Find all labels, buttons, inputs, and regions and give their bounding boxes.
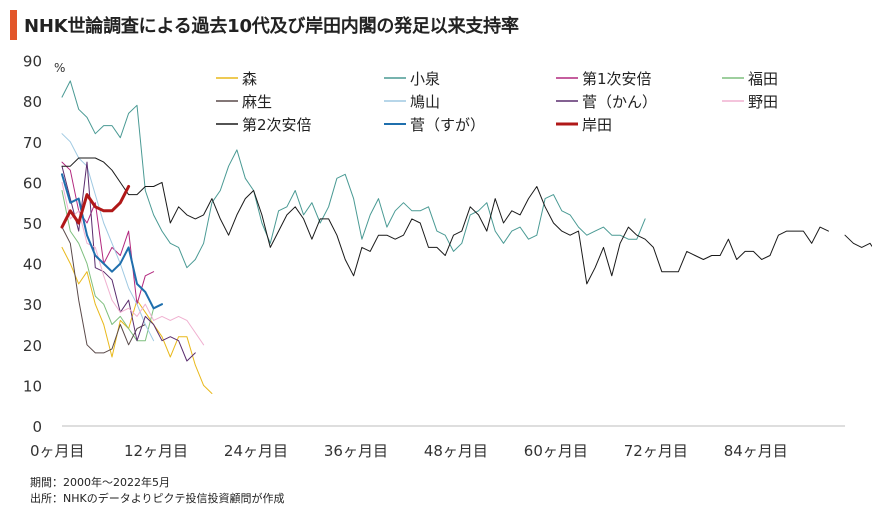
y-axis-unit-label: % bbox=[54, 61, 65, 75]
y-tick-label: 80 bbox=[23, 93, 42, 111]
y-tick-label: 50 bbox=[23, 215, 42, 233]
series-line bbox=[61, 80, 646, 269]
series-line bbox=[61, 246, 213, 394]
x-tick-label: 72ヶ月目 bbox=[624, 442, 688, 460]
y-tick-label: 90 bbox=[23, 53, 42, 71]
legend-label: 福田 bbox=[748, 70, 778, 88]
legend-label: 岸田 bbox=[582, 116, 612, 134]
y-tick-label: 40 bbox=[23, 256, 42, 274]
legend-label: 鳩山 bbox=[410, 93, 440, 111]
legend-label: 菅（すが） bbox=[410, 116, 485, 134]
legend-label: 森 bbox=[242, 70, 257, 88]
series-line bbox=[61, 161, 196, 362]
y-tick-label: 60 bbox=[23, 174, 42, 192]
footnote-source: 出所：NHKのデータよりピクテ投信投資顧問が作成 bbox=[30, 492, 285, 505]
series-line bbox=[61, 133, 155, 342]
series-line bbox=[61, 226, 146, 354]
x-tick-label: 36ヶ月目 bbox=[324, 442, 388, 460]
y-tick-label: 0 bbox=[32, 418, 42, 436]
x-tick-label: 0ヶ月目 bbox=[30, 442, 85, 460]
y-tick-label: 10 bbox=[23, 377, 42, 395]
legend-label: 野田 bbox=[748, 93, 778, 111]
y-tick-label: 30 bbox=[23, 296, 42, 314]
x-tick-label: 48ヶ月目 bbox=[424, 442, 488, 460]
legend-label: 麻生 bbox=[242, 93, 272, 111]
series-line bbox=[61, 181, 205, 346]
legend-label: 菅（かん） bbox=[582, 93, 657, 111]
footnote-period: 期間：2000年～2022年5月 bbox=[30, 476, 170, 489]
page-title: NHK世論調査による過去10代及び岸田内閣の発足以来支持率 bbox=[24, 16, 519, 37]
series-line bbox=[61, 190, 155, 342]
y-tick-label: 70 bbox=[23, 134, 42, 152]
y-tick-label: 20 bbox=[23, 337, 42, 355]
series-line bbox=[61, 173, 163, 310]
title-accent-bar bbox=[10, 10, 17, 40]
x-tick-label: 84ヶ月目 bbox=[724, 442, 788, 460]
legend-label: 第2次安倍 bbox=[242, 116, 312, 134]
x-tick-label: 24ヶ月目 bbox=[224, 442, 288, 460]
series-line bbox=[61, 161, 155, 305]
x-tick-label: 60ヶ月目 bbox=[524, 442, 588, 460]
series-line bbox=[61, 157, 872, 285]
series-line bbox=[60, 185, 131, 229]
x-tick-label: 12ヶ月目 bbox=[124, 442, 188, 460]
legend-label: 第1次安倍 bbox=[582, 70, 652, 88]
legend-label: 小泉 bbox=[410, 70, 440, 88]
